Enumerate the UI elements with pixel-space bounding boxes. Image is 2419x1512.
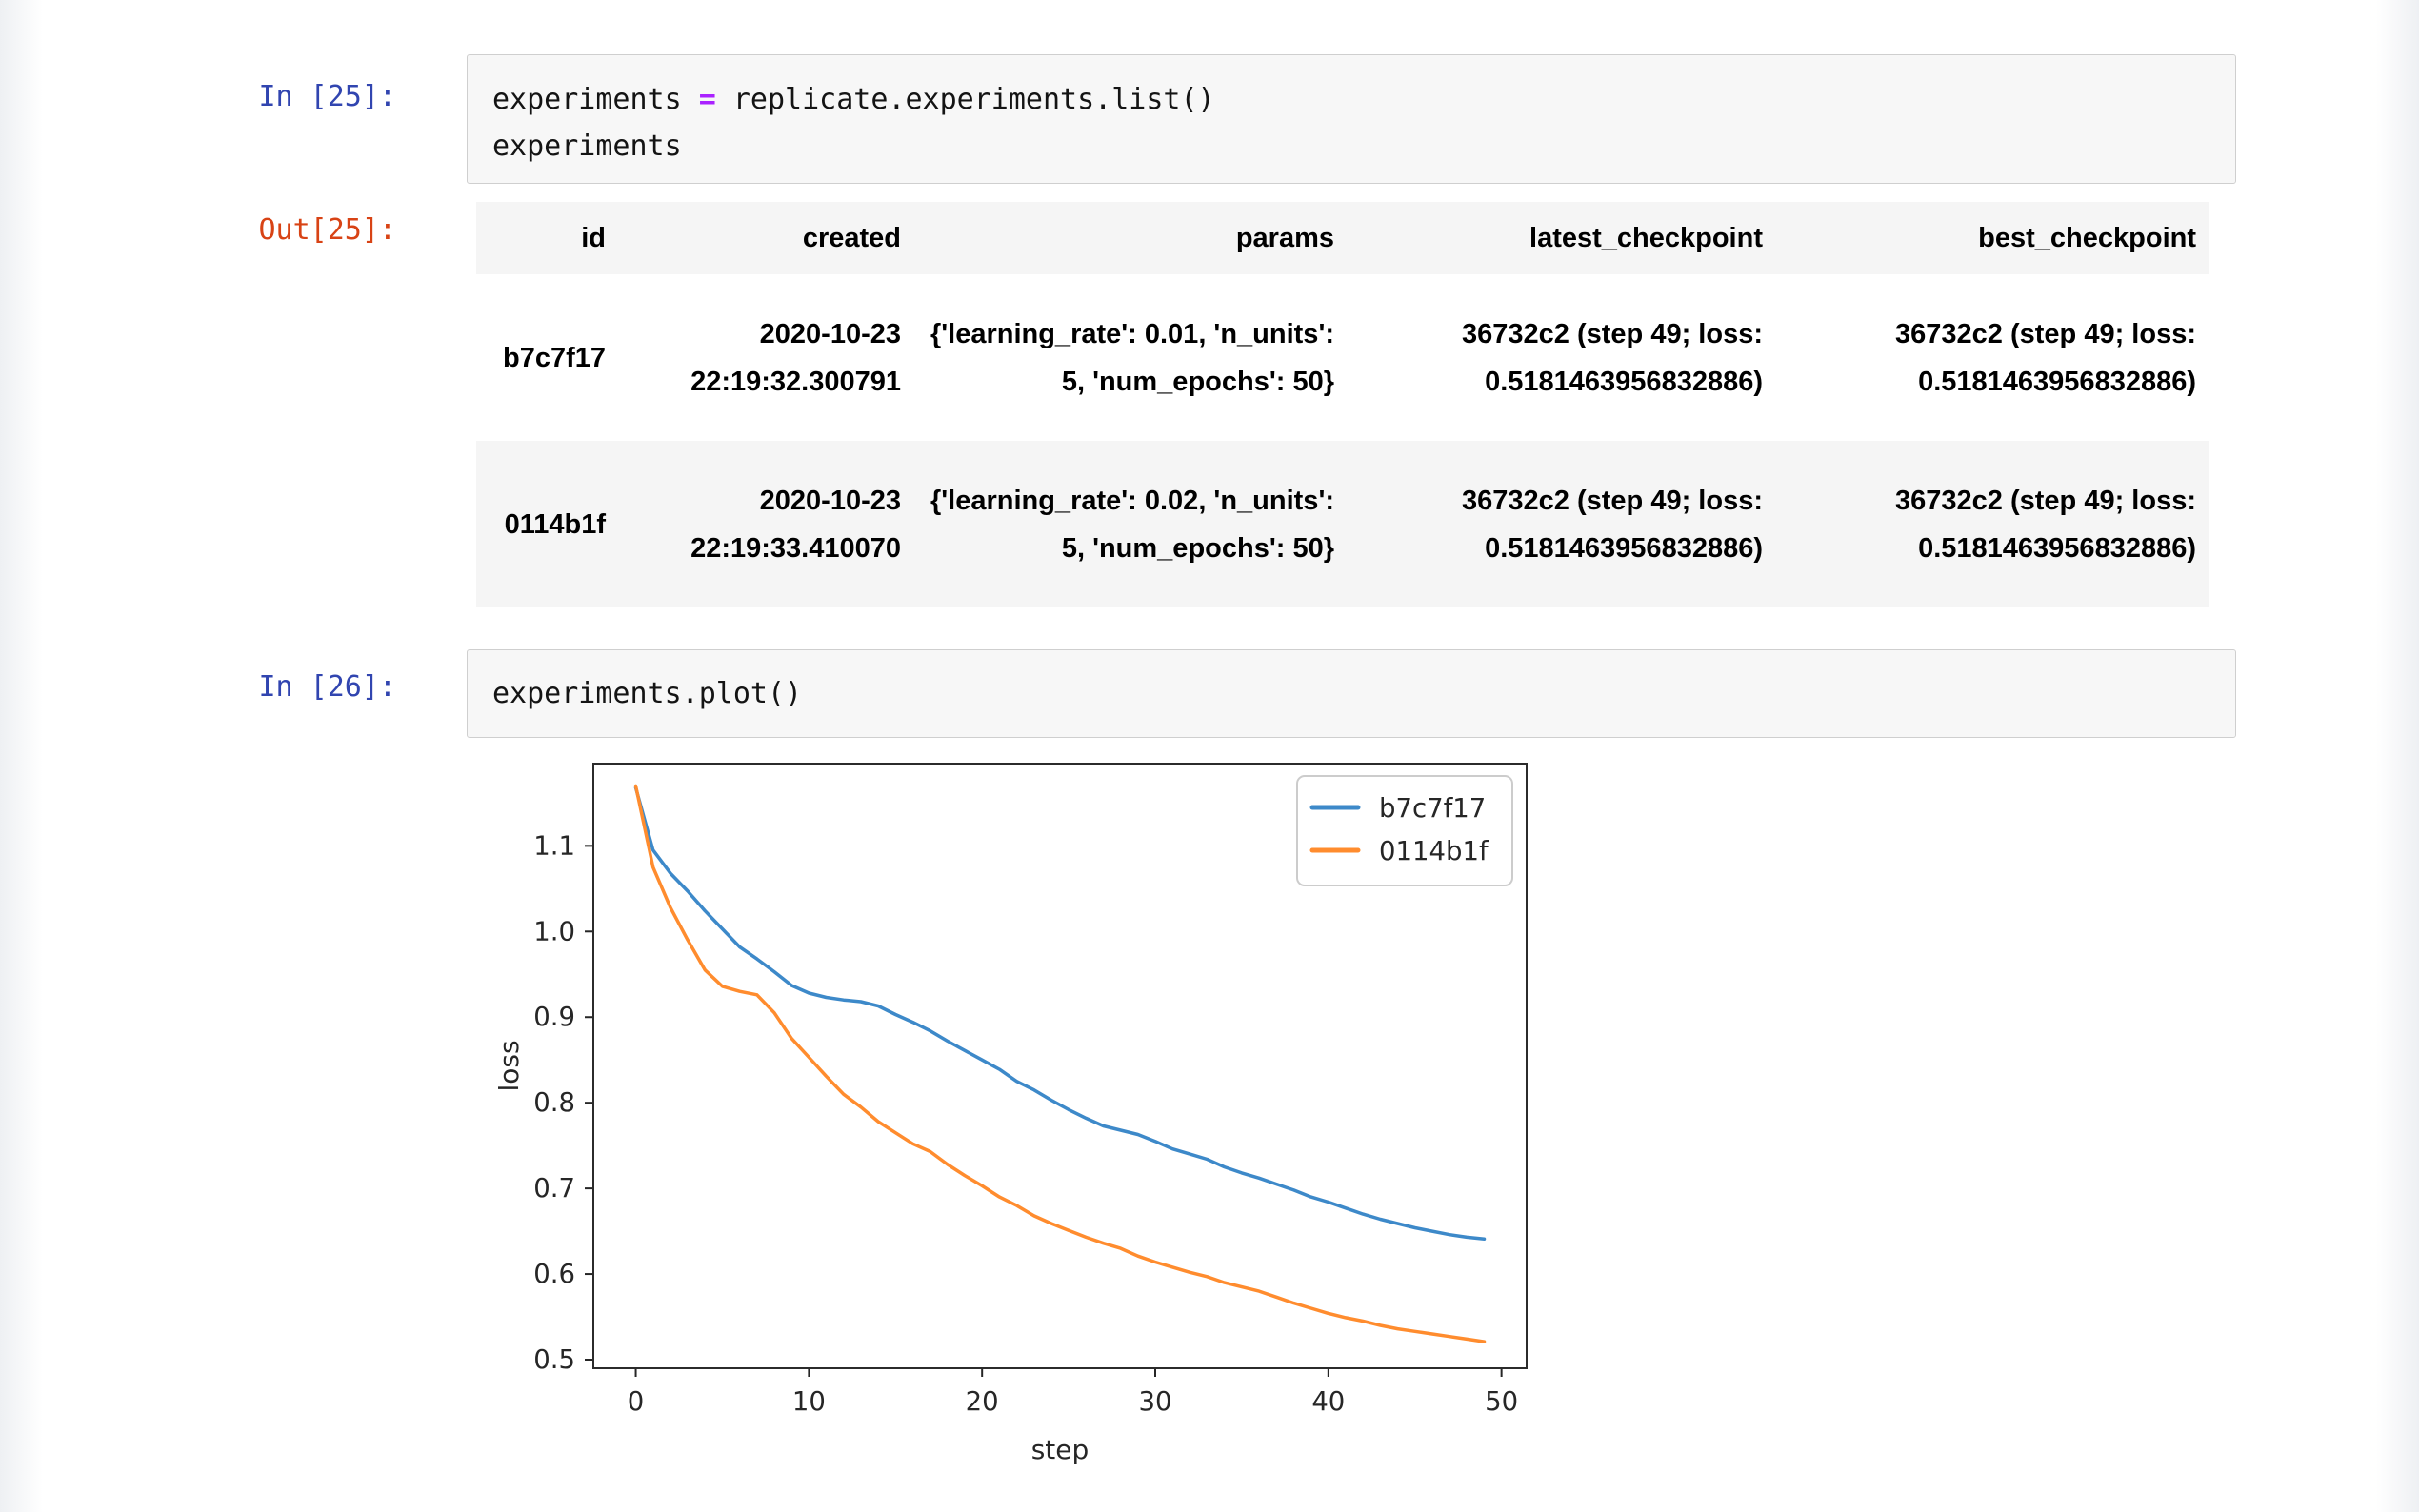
x-axis-label: step: [1031, 1434, 1090, 1465]
legend-label-0114b1f: 0114b1f: [1379, 836, 1489, 866]
series-line-0114b1f: [633, 784, 1487, 1343]
column-header-latest_checkpoint: latest_checkpoint: [1529, 223, 1763, 253]
y-tick-label: 1.0: [533, 916, 575, 946]
column-header-created: created: [802, 223, 901, 253]
code-token: experiments.plot(): [492, 677, 803, 710]
y-tick-label: 0.9: [533, 1002, 575, 1032]
y-axis-label: loss: [493, 1040, 525, 1091]
column-header-params: params: [1235, 223, 1334, 253]
cell-created: 2020-10-23 22:19:32.300791: [690, 318, 901, 397]
input-prompt-25: In [25]:: [258, 80, 397, 113]
y-tick-label: 0.8: [533, 1087, 575, 1118]
column-header-best_checkpoint: best_checkpoint: [1978, 223, 2196, 253]
table-row: 0114b1f 2020-10-23 22:19:33.410070 {'learn…: [476, 441, 2209, 607]
cell-latest_checkpoint: 36732c2 (step 49; loss: 0.51814639568328…: [1462, 485, 1763, 564]
cell-params: {'learning_rate': 0.02, 'n_units': 5, 'n…: [930, 485, 1334, 564]
operator-token: =: [698, 83, 716, 116]
series-line-b7c7f17: [633, 786, 1487, 1241]
cell-best_checkpoint: 36732c2 (step 49; loss: 0.51814639568328…: [1895, 485, 2196, 564]
cell-best_checkpoint: 36732c2 (step 49; loss: 0.51814639568328…: [1895, 318, 2196, 397]
code-line: experiments.plot(): [492, 670, 2210, 717]
y-tick-label: 0.7: [533, 1173, 575, 1204]
code-line: experiments = replicate.experiments.list…: [492, 76, 2210, 123]
loss-chart: 0 10 20 30 40 50 1.1 1.0 0.9 0.8 0.7 0.6 0.5 step loss…: [493, 763, 1528, 1465]
plot-output: 0 10 20 30 40 50 1.1 1.0 0.9 0.8 0.7 0.6 0.5 step loss…: [476, 752, 1590, 1490]
y-tick-label: 1.1: [533, 830, 575, 861]
code-token: replicate.experiments.list(): [715, 83, 1215, 116]
x-tick-label: 50: [1485, 1386, 1518, 1417]
x-tick-label: 0: [628, 1386, 645, 1417]
table-row: b7c7f17 2020-10-23 22:19:32.300791 {'learn…: [476, 274, 2209, 441]
axes-frame: [592, 763, 1528, 1369]
cell-id: b7c7f17: [502, 342, 606, 373]
output-prompt-25: Out[25]:: [258, 213, 397, 247]
y-tick-label: 0.6: [533, 1259, 575, 1289]
input-prompt-26: In [26]:: [258, 670, 397, 704]
experiments-table: id created params latest_checkpoint best_che…: [476, 202, 2209, 607]
code-token: experiments: [492, 83, 699, 116]
cell-latest_checkpoint: 36732c2 (step 49; loss: 0.51814639568328…: [1462, 318, 1763, 397]
x-tick-label: 40: [1311, 1386, 1345, 1417]
cell-created: 2020-10-23 22:19:33.410070: [690, 485, 901, 564]
column-header-id: id: [581, 223, 606, 253]
code-cell-26[interactable]: experiments.plot(): [467, 649, 2236, 738]
y-tick-label: 0.5: [533, 1344, 575, 1375]
output-area-25: id created params latest_checkpoint best_che…: [476, 202, 2209, 607]
legend-box: [1296, 775, 1513, 886]
x-tick-label: 30: [1139, 1386, 1172, 1417]
x-tick-label: 10: [792, 1386, 826, 1417]
cell-id: 0114b1f: [504, 508, 606, 540]
x-tick-label: 20: [966, 1386, 999, 1417]
code-cell-25[interactable]: experiments = replicate.experiments.list…: [467, 54, 2236, 184]
cell-params: {'learning_rate': 0.01, 'n_units': 5, 'n…: [930, 318, 1334, 397]
code-token: experiments: [492, 129, 682, 163]
table-header-row: id created params latest_checkpoint best_che…: [476, 202, 2209, 274]
code-line: experiments: [492, 123, 2210, 169]
legend-label-b7c7f17: b7c7f17: [1379, 793, 1486, 824]
